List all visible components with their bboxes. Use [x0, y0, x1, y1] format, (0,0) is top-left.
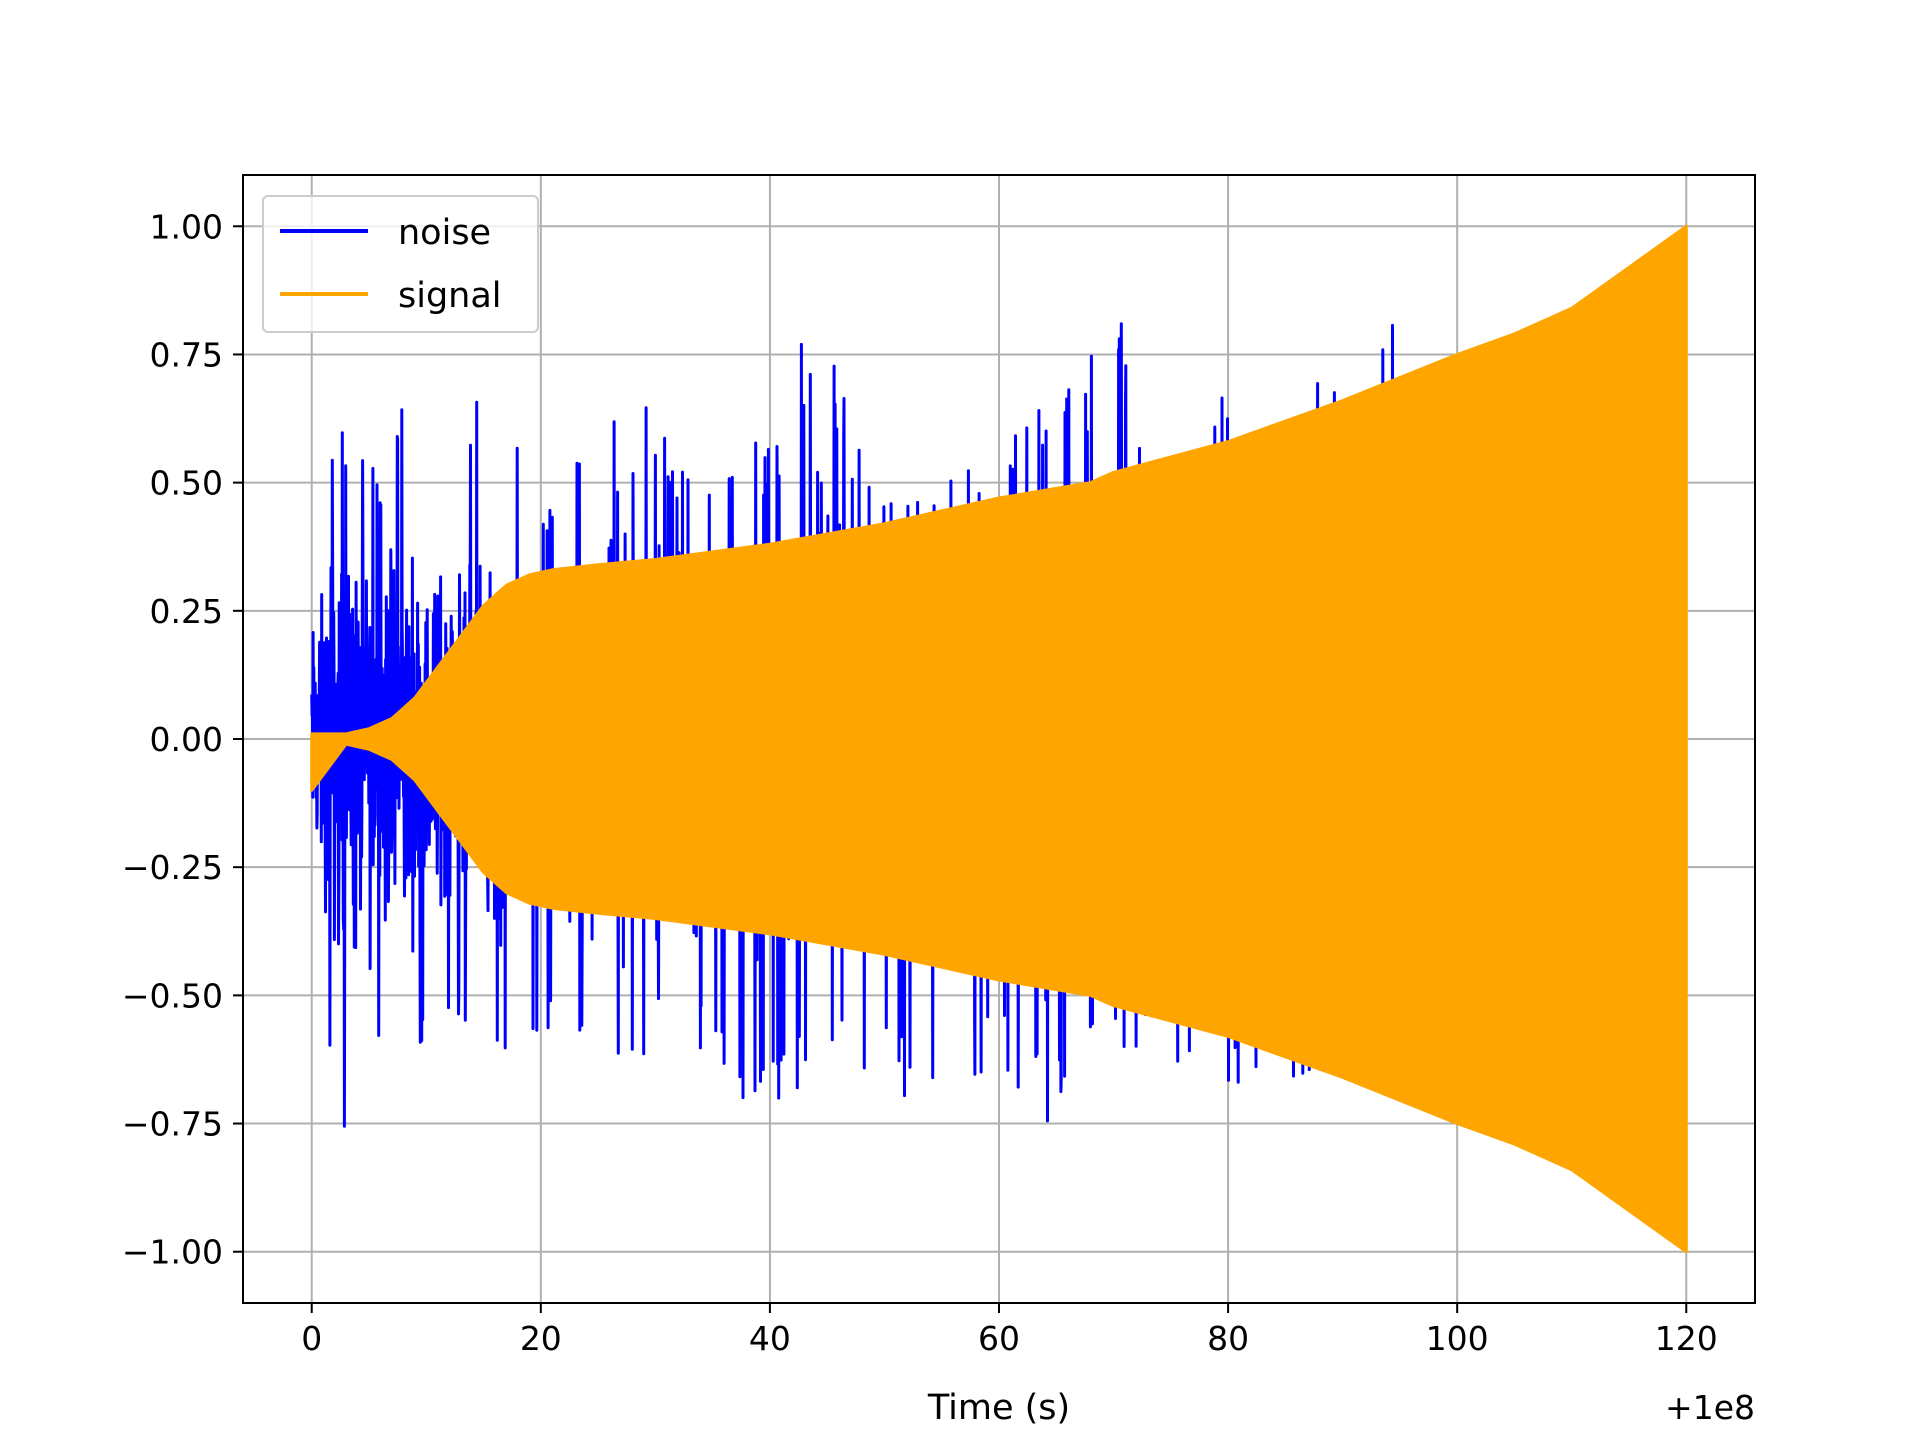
x-tick-label-3: 60 — [978, 1319, 1020, 1358]
legend-label-signal: signal — [398, 276, 502, 316]
legend-label-noise: noise — [398, 213, 491, 253]
x-tick-label-2: 40 — [749, 1319, 791, 1358]
y-tick-label-4: 0.00 — [150, 720, 223, 759]
y-tick-label-2: 0.50 — [150, 464, 223, 503]
y-tick-label-3: 0.25 — [150, 592, 223, 631]
y-tick-label-8: −1.00 — [122, 1233, 223, 1272]
x-axis-offset-label: +1e8 — [1665, 1388, 1755, 1427]
ticks: 0 20 40 60 80 100 120 1.00 0.75 0.50 0.25 0.00 −0.25… — [122, 207, 1718, 1358]
y-tick-label-7: −0.75 — [122, 1105, 223, 1144]
y-tick-label-1: 0.75 — [150, 335, 223, 374]
x-tick-label-5: 100 — [1426, 1319, 1489, 1358]
y-tick-label-6: −0.50 — [122, 976, 223, 1015]
signal-series — [310, 224, 1688, 1254]
x-axis-label: Time (s) — [927, 1388, 1070, 1428]
x-tick-label-6: 120 — [1655, 1319, 1718, 1358]
legend: noise signal — [262, 195, 539, 333]
x-tick-label-0: 0 — [301, 1319, 322, 1358]
x-tick-label-4: 80 — [1207, 1319, 1249, 1358]
x-tick-label-1: 20 — [520, 1319, 562, 1358]
signal-band — [310, 224, 1688, 1254]
y-tick-label-0: 1.00 — [150, 207, 223, 246]
y-tick-label-5: −0.25 — [122, 848, 223, 887]
